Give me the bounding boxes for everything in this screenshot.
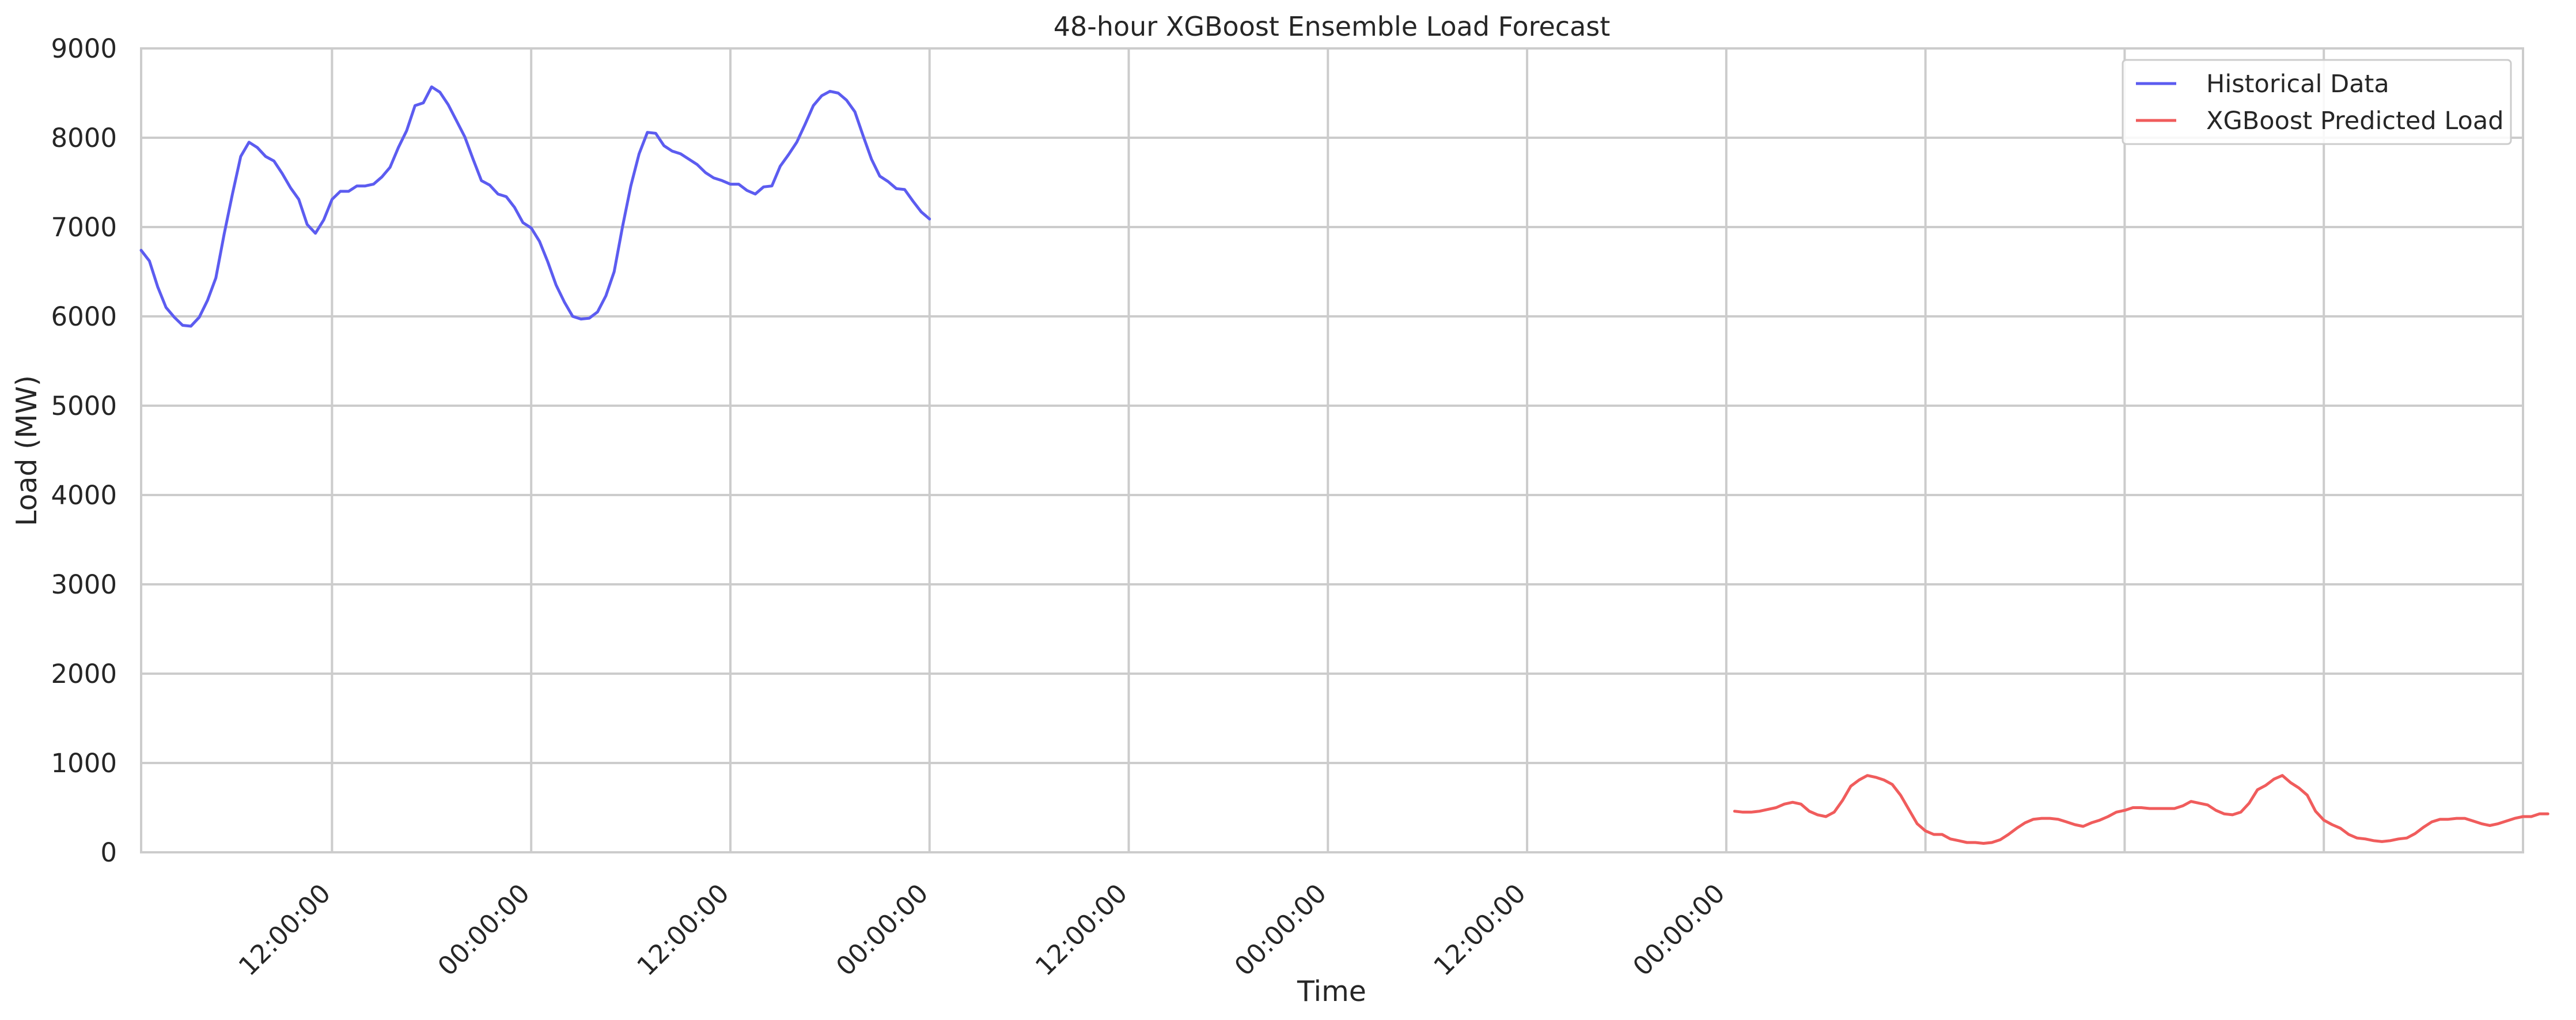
chart-title: 48-hour XGBoost Ensemble Load Forecast bbox=[1054, 11, 1611, 42]
legend-label-predicted: XGBoost Predicted Load bbox=[2206, 107, 2504, 135]
series-layer bbox=[139, 85, 2550, 845]
plot-frame bbox=[140, 47, 2524, 853]
y-axis-label: Load (MW) bbox=[10, 375, 43, 526]
legend-box bbox=[2122, 59, 2512, 145]
y-tick-label: 4000 bbox=[51, 480, 117, 511]
y-tick-label: 7000 bbox=[51, 212, 117, 243]
legend: Historical Data XGBoost Predicted Load bbox=[2122, 59, 2512, 145]
y-tick-label: 5000 bbox=[51, 391, 117, 421]
y-tick-label: 6000 bbox=[51, 301, 117, 332]
y-tick-label: 9000 bbox=[51, 33, 117, 64]
legend-label-historical: Historical Data bbox=[2206, 70, 2389, 99]
predicted-load-line bbox=[1733, 774, 2550, 845]
y-tick-label: 2000 bbox=[51, 659, 117, 689]
x-axis-label: Time bbox=[1297, 975, 1366, 1008]
historical-data-line bbox=[139, 85, 931, 328]
y-tick-label: 8000 bbox=[51, 123, 117, 153]
y-tick-label: 3000 bbox=[51, 569, 117, 600]
y-tick-label: 0 bbox=[100, 837, 117, 868]
y-tick-labels: 0 1000 2000 3000 4000 5000 6000 7000 8000 9000 bbox=[51, 33, 117, 868]
y-tick-label: 1000 bbox=[51, 748, 117, 779]
